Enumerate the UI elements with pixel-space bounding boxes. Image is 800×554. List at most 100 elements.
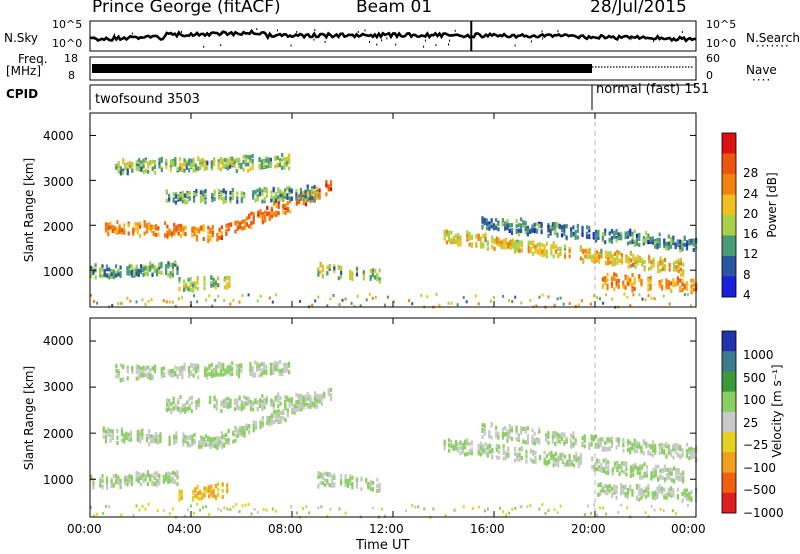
noise-sky-label: N.Sky [4,31,39,45]
noise-left-tick-high: 10^5 [52,18,83,31]
xtick-12: 12:00 [369,522,404,536]
power-colorbar-swatch [722,276,736,298]
noise-search-point [357,31,359,33]
scatter-band-9 [481,422,698,463]
noise-search-point [425,39,426,42]
noise-search-point [445,32,447,35]
noise-search-label: N.Search [746,31,800,45]
velocity-colorbar-swatch [722,452,736,473]
scatter-band-6 [178,275,231,293]
scatter-band-7 [317,470,381,493]
near-range-clutter [90,502,689,519]
velocity-colorbar-swatch [722,391,736,413]
noise-left-tick-low: 10^0 [52,37,83,50]
noise-search-point [181,30,182,33]
xtick-20: 20:00 [571,522,606,536]
power-colorbar-swatch [722,194,736,216]
noise-search-point [296,30,298,33]
velocity-cb-tick-100: 100 [743,393,766,407]
noise-search-point [602,34,604,37]
velocity-ytick-4000: 4000 [43,334,74,348]
velocity-colorbar-swatch [722,411,736,433]
velocity-colorbar-frame [721,330,737,514]
power-colorbar-swatch [722,235,736,257]
noise-search-point [131,32,133,35]
noise-search-point [578,35,580,38]
xtick-00: 00:00 [67,522,102,536]
power-axes [89,113,697,307]
frequency-panel-frame [89,56,697,81]
noise-search-point [98,38,100,41]
noise-search-point [203,45,205,48]
noise-search-point [369,40,370,43]
power-colorbar-swatch [722,256,736,277]
noise-right-tick-low: 10^0 [706,37,737,50]
noise-search-point [118,35,120,38]
noise-search-point [395,43,397,46]
power-ytick-4000: 4000 [43,129,74,143]
velocity-cb-tick-neg500: −500 [743,483,776,497]
velocity-cb-tick-neg25: −25 [743,438,769,452]
noise-search-point [557,30,559,33]
power-scatter [90,113,698,309]
velocity-colorbar-swatch [722,351,736,372]
station-title: Prince George (fitACF) [92,0,281,17]
power-cb-tick-28: 28 [743,166,759,180]
noise-search-point [514,44,516,47]
noise-search-point [386,37,388,40]
velocity-cb-tick-1000: 1000 [743,348,774,362]
nave-label: Nave [746,63,777,77]
noise-search-legend-dots: ······· [756,39,790,53]
freq-tick-high: 18 [64,52,78,65]
velocity-cb-tick-neg100: −100 [743,461,776,475]
noise-search-point [381,39,383,42]
xtick-24: 00:00 [671,522,706,536]
noise-search-point [157,36,159,39]
noise-search-point [630,38,632,41]
scatter-band-8 [443,438,685,484]
nave-tick-low: 0 [706,69,713,82]
noise-search-point [114,33,116,36]
date-label: 28/Jul/2015 [590,0,687,17]
power-colorbar-swatch [722,153,736,175]
velocity-ylabel: Slant Range [km] [22,365,36,471]
cpid-segment-1: twofsound 3503 [95,92,200,107]
beam-label: Beam 01 [356,0,433,17]
cpid-panel [89,84,696,110]
nave-legend-dots: ···· [752,73,772,87]
velocity-cb-tick-500: 500 [743,371,766,385]
cpid-label: CPID [6,87,39,101]
noise-search-point [314,29,316,31]
nave-tick-high: 60 [706,52,720,65]
noise-search-point [290,44,292,47]
velocity-axes [89,318,697,517]
noise-search-point [449,39,451,42]
scatter-band-1 [104,220,214,243]
noise-search-point [435,44,437,46]
xtick-08: 08:00 [268,522,303,536]
noise-search-point [423,45,425,48]
cpid-segment-2: normal (fast) 151 [596,82,710,97]
noise-search-point [364,29,366,32]
velocity-scatter [90,318,698,519]
noise-search-point [454,29,456,32]
scatter-band-7 [317,261,381,284]
power-cb-tick-24: 24 [743,187,759,201]
noise-sky-line [89,28,696,43]
velocity-colorbar-swatch [722,492,736,514]
noise-search-point [93,36,95,38]
noise-right-tick-high: 10^5 [706,18,737,31]
near-range-clutter [90,292,692,309]
scatter-band-3 [115,359,291,383]
noise-search-point [326,33,328,36]
freq-label: Freq. [18,52,48,66]
power-cb-tick-12: 12 [743,247,759,261]
noise-panel-frame [89,20,697,52]
noise-search-point [386,33,388,35]
power-cb-tick-4: 4 [743,288,751,302]
power-cb-label: Power [dB] [765,172,779,238]
noise-search-point [542,37,544,40]
noise-search-point [653,40,655,43]
noise-search-point [220,31,222,34]
